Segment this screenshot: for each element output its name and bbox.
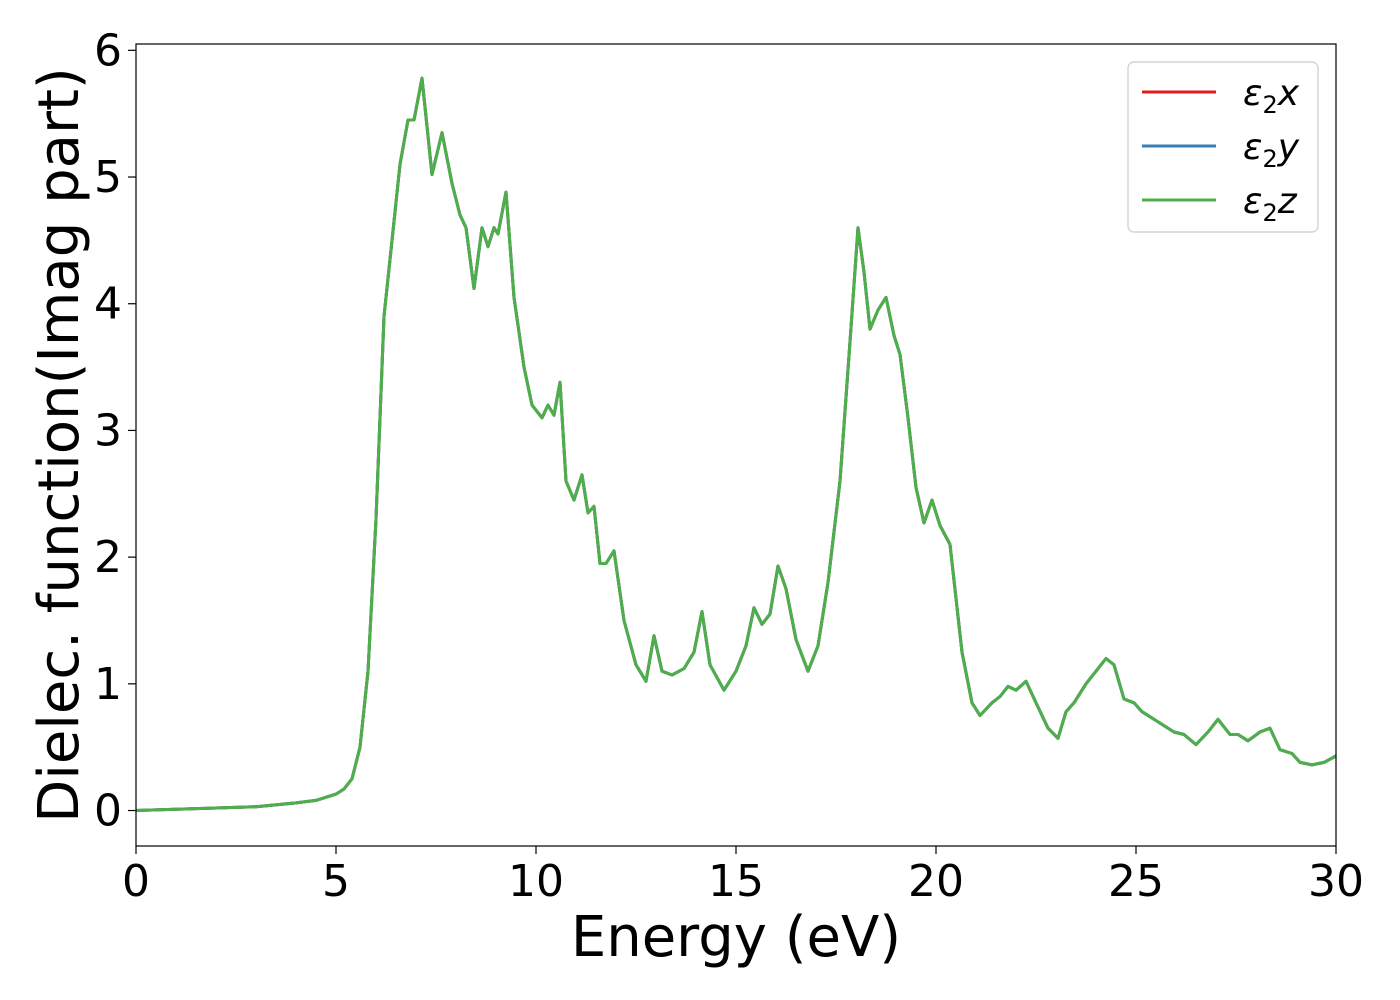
x-tick-label: 30 [1308, 856, 1364, 907]
legend-label-x: ε2x [1243, 73, 1300, 119]
series-line-z [135, 76, 1337, 812]
legend-box [1127, 61, 1319, 233]
x-axis-label: Energy (eV) [571, 905, 901, 970]
legend-label-z: ε2z [1243, 181, 1298, 227]
series-layer [135, 76, 1337, 812]
y-tick-label: 0 [94, 786, 122, 837]
y-tick-label: 5 [94, 152, 122, 203]
legend-label-y: ε2y [1243, 127, 1300, 173]
x-tick-label: 15 [708, 856, 764, 907]
x-axis-ticks: 0 5 10 15 20 25 30 [122, 846, 1364, 907]
y-axis-ticks: 0 1 2 3 4 5 6 [94, 25, 136, 837]
x-tick-label: 25 [1108, 856, 1164, 907]
legend: ε2x ε2y ε2z [1127, 61, 1319, 233]
x-tick-label: 10 [508, 856, 564, 907]
y-tick-label: 1 [94, 659, 122, 710]
x-tick-label: 20 [908, 856, 964, 907]
x-tick-label: 5 [322, 856, 350, 907]
y-tick-label: 4 [94, 279, 122, 330]
x-tick-label: 0 [122, 856, 150, 907]
y-axis-label: Dielec. function(Imag part) [27, 67, 92, 823]
y-tick-label: 2 [94, 532, 122, 583]
y-tick-label: 6 [94, 25, 122, 76]
y-tick-label: 3 [94, 405, 122, 456]
